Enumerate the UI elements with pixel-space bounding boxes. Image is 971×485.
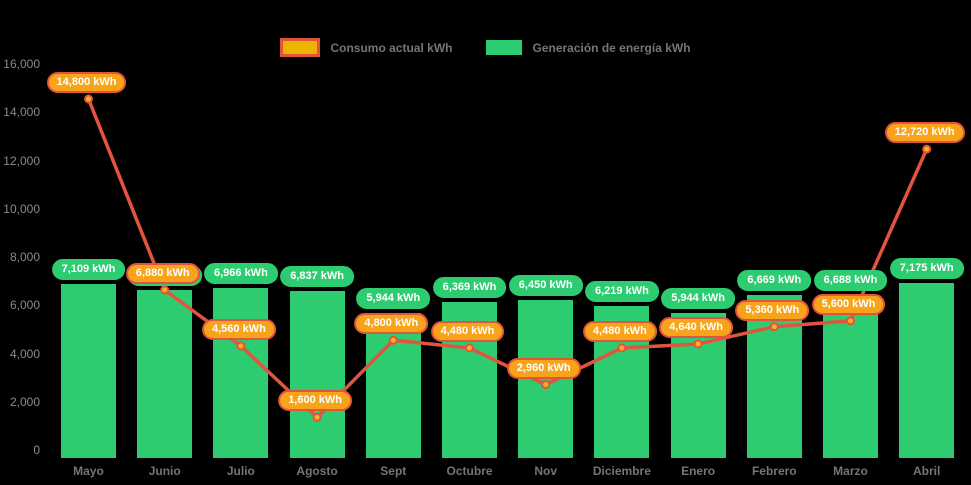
line-point-diciembre[interactable] bbox=[617, 343, 627, 353]
generation-label-diciembre: 6,219 kWh bbox=[584, 280, 659, 302]
x-axis-label-mayo: Mayo bbox=[73, 464, 104, 478]
x-axis-label-sept: Sept bbox=[380, 464, 407, 478]
generation-label-febrero: 6,669 kWh bbox=[737, 270, 812, 292]
bar-julio[interactable] bbox=[213, 287, 269, 458]
consumption-label-sept: 4,800 kWh bbox=[354, 313, 429, 335]
generation-label-sept: 5,944 kWh bbox=[356, 287, 431, 309]
x-axis-label-nov: Nov bbox=[534, 464, 558, 478]
y-axis-tick-label: 10,000 bbox=[3, 201, 40, 216]
bar-mayo[interactable] bbox=[61, 284, 116, 458]
legend-label-consumption: Consumo actual kWh bbox=[330, 40, 453, 55]
line-point-marzo[interactable] bbox=[846, 316, 855, 326]
chart-legend: Consumo actual kWh Generación de energía… bbox=[0, 38, 971, 57]
x-axis-label-marzo: Marzo bbox=[833, 464, 868, 478]
y-axis-tick-label: 12,000 bbox=[3, 153, 40, 168]
legend-label-generation: Generación de energía kWh bbox=[532, 40, 691, 55]
consumption-label-julio: 4,560 kWh bbox=[201, 318, 276, 340]
consumption-label-febrero: 5,360 kWh bbox=[735, 299, 810, 321]
generation-swatch-icon bbox=[486, 40, 523, 55]
consumption-label-octubre: 4,480 kWh bbox=[430, 320, 505, 342]
bar-agosto[interactable] bbox=[289, 291, 345, 458]
generation-label-mayo: 7,109 kWh bbox=[51, 259, 126, 281]
line-point-mayo[interactable] bbox=[84, 94, 93, 104]
y-axis-tick-label: 16,000 bbox=[3, 57, 40, 71]
consumption-swatch-icon bbox=[280, 38, 321, 57]
line-point-nov[interactable] bbox=[541, 380, 551, 390]
legend-item-consumption[interactable]: Consumo actual kWh bbox=[280, 38, 452, 57]
bar-abril[interactable] bbox=[899, 282, 955, 458]
consumption-label-agosto: 1,600 kWh bbox=[278, 390, 352, 412]
generation-label-marzo: 6,688 kWh bbox=[813, 269, 888, 291]
x-axis-label-julio: Julio bbox=[226, 464, 255, 478]
x-axis-label-febrero: Febrero bbox=[751, 464, 797, 478]
x-axis-label-diciembre: Diciembre bbox=[592, 464, 651, 478]
y-axis-tick-label: 2,000 bbox=[9, 394, 40, 409]
line-point-junio[interactable] bbox=[160, 285, 170, 295]
generation-label-julio: 6,966 kWh bbox=[203, 262, 278, 284]
y-axis-tick-label: 0 bbox=[33, 443, 40, 457]
generation-label-enero: 5,944 kWh bbox=[661, 287, 735, 309]
y-axis-tick-label: 8,000 bbox=[9, 250, 40, 264]
x-axis-label-enero: Enero bbox=[681, 464, 716, 478]
generation-label-abril: 7,175 kWh bbox=[889, 257, 964, 279]
consumption-label-nov: 2,960 kWh bbox=[506, 357, 581, 379]
consumption-label-mayo: 14,800 kWh bbox=[46, 71, 127, 93]
generation-label-nov: 6,450 kWh bbox=[508, 275, 583, 297]
line-point-julio[interactable] bbox=[236, 341, 246, 351]
line-point-octubre[interactable] bbox=[465, 343, 474, 353]
legend-item-generation[interactable]: Generación de energía kWh bbox=[486, 40, 691, 55]
consumption-label-enero: 4,640 kWh bbox=[659, 317, 733, 339]
generation-label-octubre: 6,369 kWh bbox=[432, 277, 507, 299]
consumption-label-diciembre: 4,480 kWh bbox=[582, 320, 657, 342]
y-axis-tick-label: 4,000 bbox=[9, 346, 40, 361]
bar-junio[interactable] bbox=[137, 290, 193, 458]
line-point-sept[interactable] bbox=[388, 335, 398, 345]
x-axis-label-abril: Abril bbox=[913, 464, 941, 478]
consumption-label-marzo: 5,600 kWh bbox=[811, 293, 886, 315]
line-point-abril[interactable] bbox=[922, 144, 932, 154]
line-point-enero[interactable] bbox=[693, 339, 703, 349]
x-axis-label-octubre: Octubre bbox=[446, 464, 493, 478]
generation-label-agosto: 6,837 kWh bbox=[280, 266, 354, 288]
line-point-febrero[interactable] bbox=[769, 322, 779, 332]
y-axis-tick-label: 14,000 bbox=[3, 105, 40, 120]
x-axis-label-junio: Junio bbox=[148, 464, 181, 478]
bar-nov[interactable] bbox=[518, 300, 574, 458]
y-axis-tick-label: 6,000 bbox=[9, 298, 40, 313]
line-point-agosto[interactable] bbox=[312, 412, 322, 422]
x-axis-label-agosto: Agosto bbox=[296, 464, 338, 478]
consumption-label-junio: 6,880 kWh bbox=[125, 263, 200, 285]
consumption-label-abril: 12,720 kWh bbox=[884, 122, 965, 144]
